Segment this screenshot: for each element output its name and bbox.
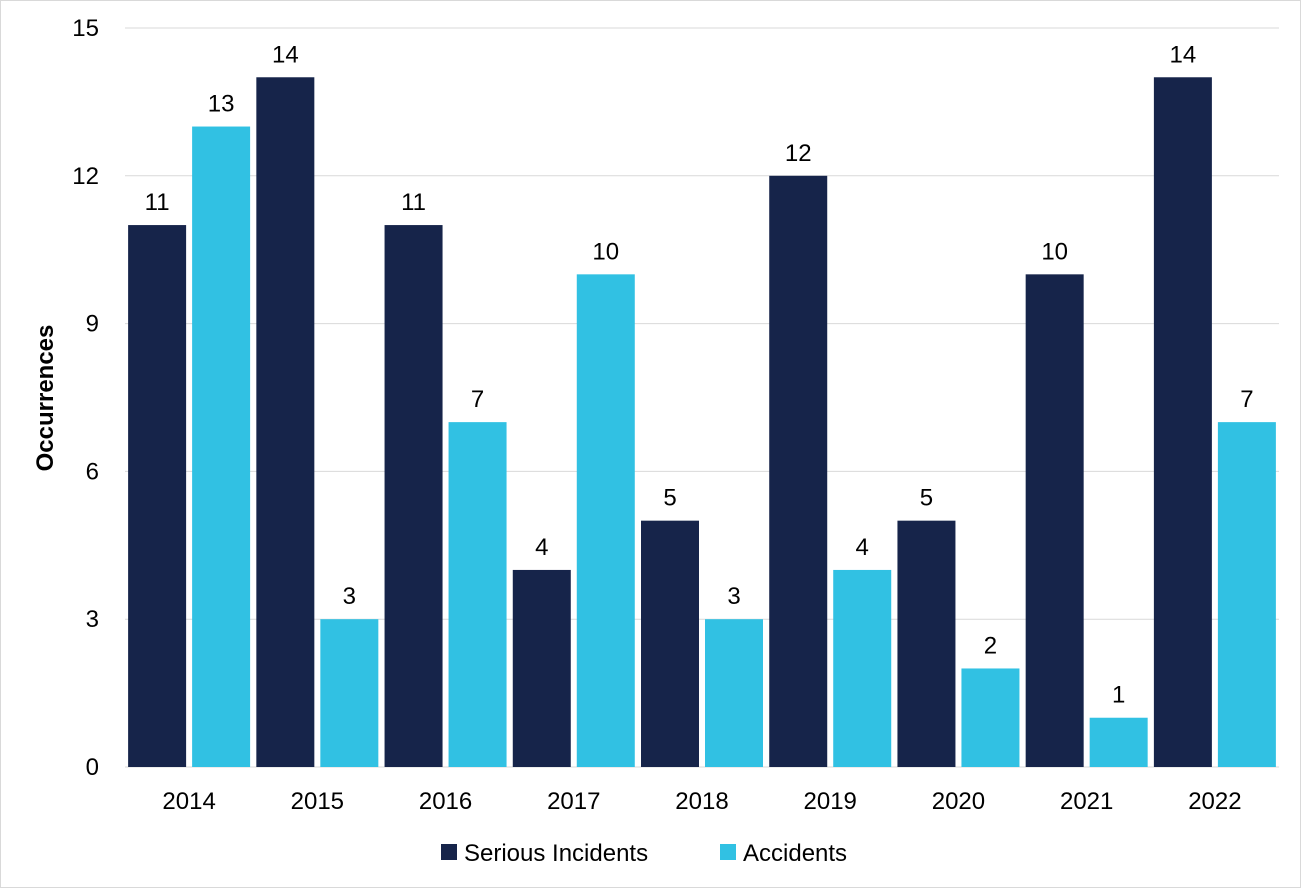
data-label: 1 bbox=[1112, 682, 1125, 709]
data-label: 4 bbox=[535, 534, 548, 561]
data-label: 3 bbox=[343, 583, 356, 610]
legend-swatch bbox=[441, 844, 457, 860]
data-label: 2 bbox=[984, 632, 997, 659]
y-tick-label: 0 bbox=[86, 754, 99, 781]
data-label: 7 bbox=[471, 386, 484, 413]
legend-swatch bbox=[720, 844, 736, 860]
bar-serious-incidents-2018 bbox=[641, 520, 699, 767]
bar-accidents-2016 bbox=[448, 422, 507, 767]
gridlines bbox=[125, 27, 1279, 768]
bar-serious-incidents-2014 bbox=[128, 225, 187, 768]
y-tick-label: 6 bbox=[86, 458, 99, 485]
y-tick-label: 3 bbox=[86, 606, 99, 633]
legend-label: Serious Incidents bbox=[464, 840, 648, 867]
bar-serious-incidents-2019 bbox=[769, 175, 828, 768]
data-label: 14 bbox=[272, 41, 299, 68]
bar-serious-incidents-2017 bbox=[512, 569, 571, 767]
y-axis-label: Occurrences bbox=[32, 325, 59, 472]
data-label: 11 bbox=[401, 189, 426, 216]
data-label: 4 bbox=[856, 534, 869, 561]
data-label: 7 bbox=[1240, 386, 1253, 413]
legend-label: Accidents bbox=[743, 840, 847, 867]
x-tick-label: 2015 bbox=[291, 788, 344, 815]
x-tick-label: 2018 bbox=[675, 788, 728, 815]
y-tick-label: 15 bbox=[72, 15, 99, 42]
x-tick-label: 2019 bbox=[804, 788, 857, 815]
bars bbox=[128, 77, 1276, 768]
data-label: 10 bbox=[592, 238, 619, 265]
data-labels: 11 13 14 3 11 7 4 10 5 3 12 4 5 2 10 1 14 7 bbox=[145, 41, 1254, 708]
data-label: 5 bbox=[920, 485, 933, 512]
data-label: 3 bbox=[727, 583, 740, 610]
x-axis-ticks: 2014 2015 2016 2017 2018 2019 2020 2021 2022 bbox=[162, 788, 1241, 815]
x-tick-label: 2016 bbox=[419, 788, 472, 815]
x-tick-label: 2022 bbox=[1188, 788, 1241, 815]
legend: Serious Incidents Accidents bbox=[441, 840, 847, 867]
y-axis-ticks: 0 3 6 9 12 15 bbox=[72, 15, 99, 781]
x-tick-label: 2020 bbox=[932, 788, 985, 815]
y-tick-label: 9 bbox=[86, 311, 99, 338]
x-tick-label: 2017 bbox=[547, 788, 600, 815]
y-tick-label: 12 bbox=[72, 163, 99, 190]
x-tick-label: 2014 bbox=[162, 788, 215, 815]
bar-accidents-2015 bbox=[320, 619, 379, 767]
data-label: 13 bbox=[208, 91, 235, 118]
bar-accidents-2021 bbox=[1089, 717, 1148, 767]
bar-serious-incidents-2020 bbox=[897, 520, 956, 767]
bar-accidents-2022 bbox=[1217, 422, 1276, 767]
bar-accidents-2017 bbox=[576, 274, 635, 767]
bar-serious-incidents-2022 bbox=[1153, 77, 1212, 768]
data-label: 12 bbox=[785, 140, 812, 167]
bar-serious-incidents-2015 bbox=[256, 77, 315, 768]
data-label: 10 bbox=[1041, 238, 1068, 265]
bar-accidents-2018 bbox=[705, 619, 763, 767]
bar-accidents-2020 bbox=[961, 668, 1020, 767]
data-label: 14 bbox=[1170, 41, 1197, 68]
bar-serious-incidents-2021 bbox=[1025, 274, 1084, 767]
data-label: 11 bbox=[145, 189, 170, 216]
bar-accidents-2019 bbox=[833, 569, 892, 767]
data-label: 5 bbox=[663, 485, 676, 512]
bar-accidents-2014 bbox=[192, 126, 251, 768]
bar-serious-incidents-2016 bbox=[384, 225, 443, 768]
x-tick-label: 2021 bbox=[1060, 788, 1113, 815]
